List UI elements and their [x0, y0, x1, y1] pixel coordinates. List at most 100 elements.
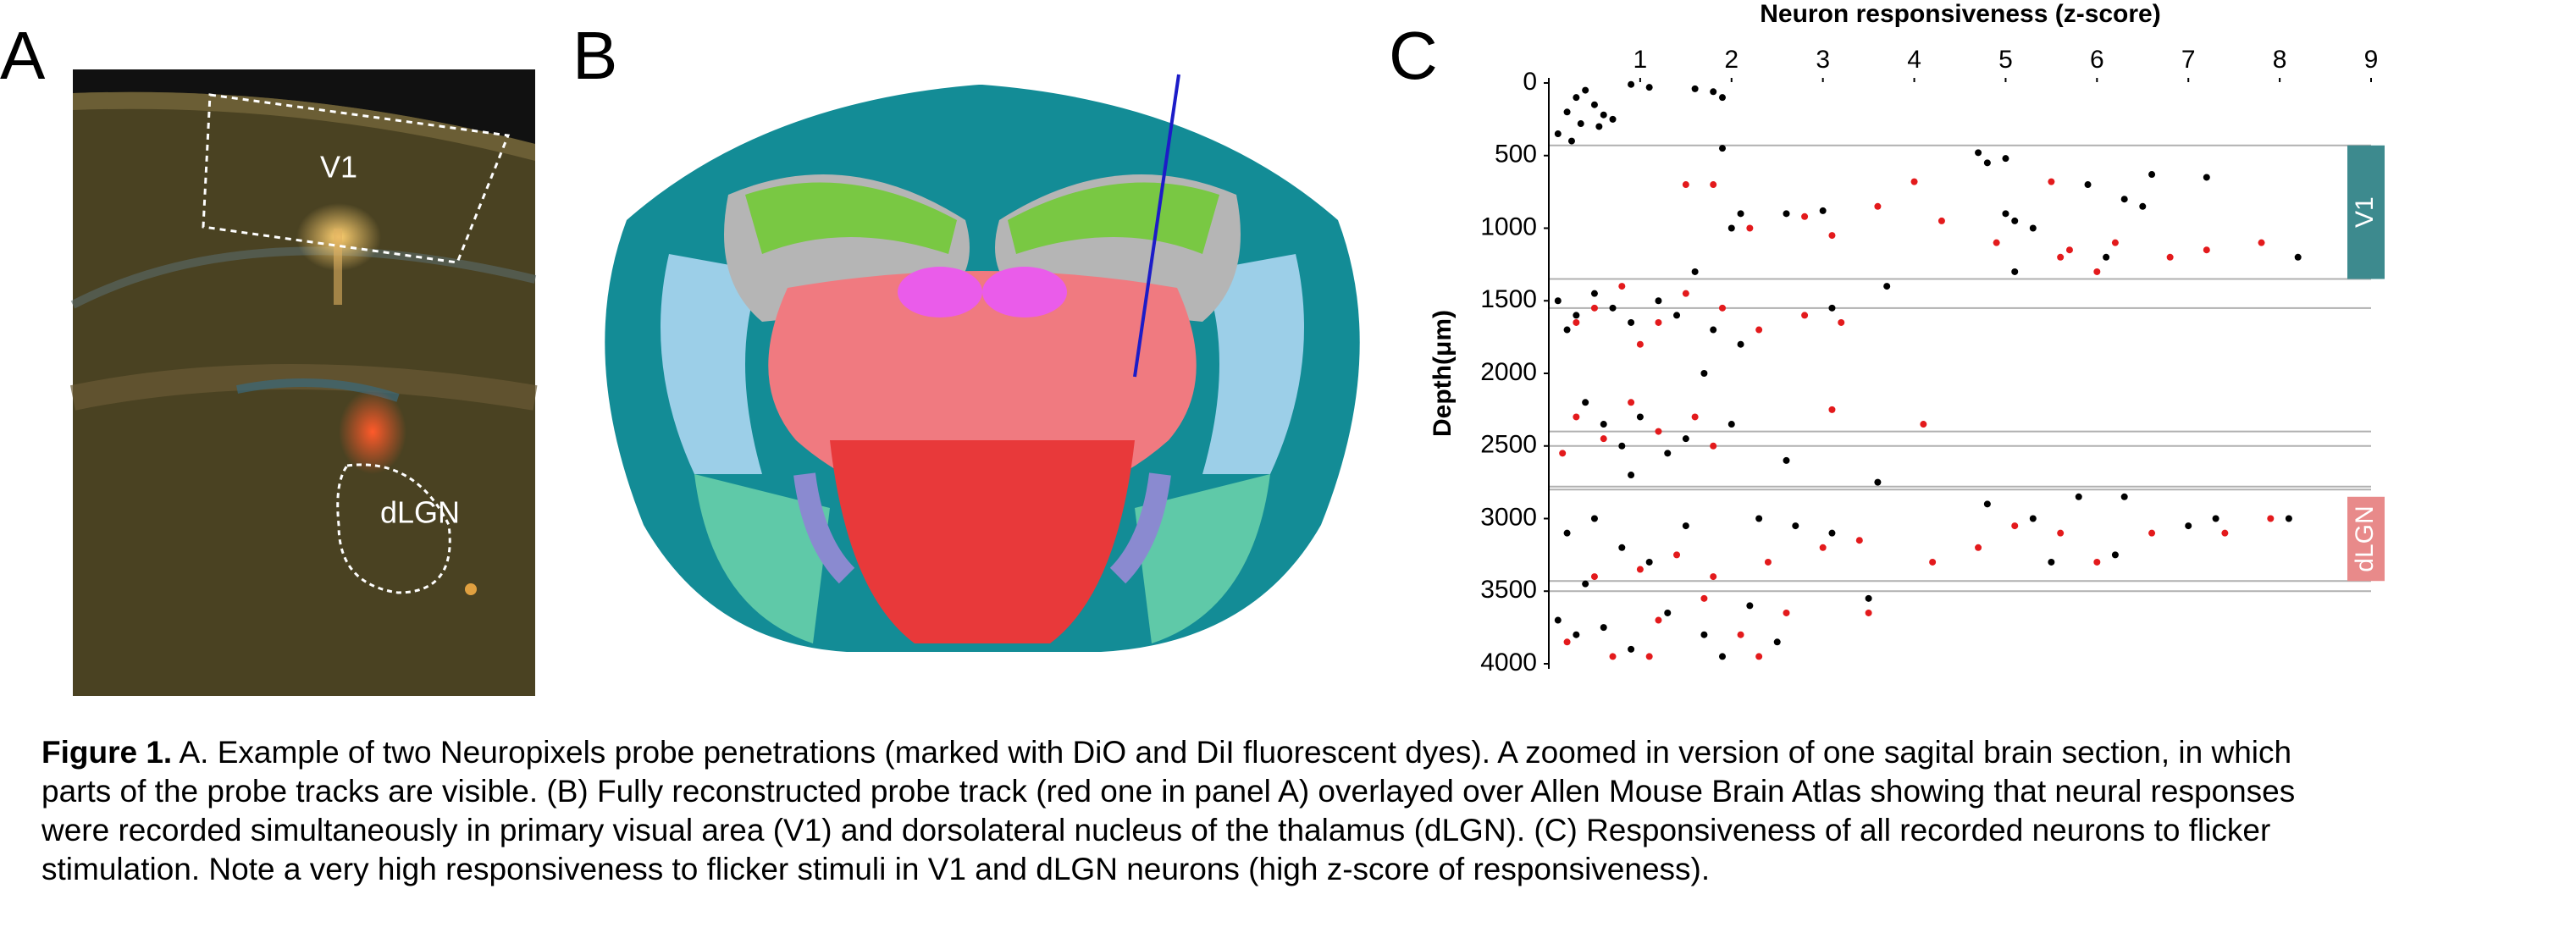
- data-point: [2084, 181, 2092, 189]
- data-point: [1655, 318, 1662, 326]
- data-point: [1573, 631, 1580, 638]
- data-point: [1718, 145, 1726, 152]
- x-tick-label: 2: [1724, 46, 1739, 74]
- data-point: [1573, 318, 1580, 326]
- data-point: [1718, 94, 1726, 102]
- data-point: [1764, 558, 1772, 566]
- data-point: [1645, 84, 1653, 91]
- region-box: [2347, 145, 2385, 279]
- data-point: [1801, 213, 1809, 220]
- y-tick-label: 1000: [1480, 213, 1537, 240]
- data-point: [1983, 500, 1991, 508]
- y-tick-label: 4000: [1480, 649, 1537, 676]
- x-tick-label: 7: [2181, 46, 2196, 74]
- data-point: [1673, 551, 1681, 559]
- data-point: [1645, 653, 1653, 660]
- data-point: [2002, 210, 2009, 218]
- data-point: [1801, 312, 1809, 319]
- y-axis-title: Depth(μm): [1429, 310, 1457, 437]
- data-point: [2057, 253, 2065, 261]
- data-point: [1710, 181, 1717, 189]
- data-point: [1993, 239, 2000, 246]
- data-point: [2203, 246, 2210, 254]
- data-point: [1682, 181, 1689, 189]
- panels: A B C V1 dLGN: [0, 18, 1438, 696]
- data-point: [2065, 246, 2073, 254]
- x-tick-label: 9: [2364, 46, 2379, 74]
- y-tick-label: 0: [1523, 68, 1537, 96]
- data-point: [1563, 326, 1571, 334]
- data-point: [2048, 178, 2055, 185]
- data-point: [1737, 340, 1744, 348]
- data-point: [1582, 580, 1589, 588]
- x-tick-label: 1: [1633, 46, 1648, 74]
- data-point: [1673, 312, 1681, 319]
- data-point: [1691, 268, 1699, 275]
- panel-label: A: [0, 18, 46, 93]
- data-point: [1600, 421, 1607, 428]
- data-point: [1755, 653, 1763, 660]
- data-point: [1737, 631, 1744, 638]
- data-point: [1755, 515, 1763, 522]
- data-point: [1590, 304, 1598, 312]
- y-tick-label: 3500: [1480, 576, 1537, 604]
- data-point: [2185, 522, 2192, 530]
- data-point: [1983, 159, 1991, 167]
- data-point: [1600, 111, 1607, 119]
- panel-a-image: V1 dLGN: [69, 69, 538, 696]
- data-point: [1573, 413, 1580, 421]
- data-point: [2075, 493, 2082, 500]
- data-point: [1628, 318, 1635, 326]
- x-tick-label: 6: [2090, 46, 2104, 74]
- panel-b-atlas: [605, 74, 1360, 652]
- data-point: [1609, 653, 1617, 660]
- y-tick-label: 500: [1495, 141, 1537, 168]
- data-point: [1636, 413, 1644, 421]
- data-point: [1628, 80, 1635, 88]
- data-point: [1600, 624, 1607, 632]
- data-point: [1700, 631, 1708, 638]
- data-point: [2148, 171, 2156, 179]
- data-point: [1819, 544, 1827, 551]
- data-point: [2011, 522, 2019, 530]
- data-point: [1783, 609, 1790, 616]
- x-tick-label: 3: [1816, 46, 1830, 74]
- panel-label: B: [572, 18, 617, 93]
- data-point: [1783, 456, 1790, 464]
- data-point: [1710, 326, 1717, 334]
- data-point: [2120, 196, 2128, 203]
- data-point: [1710, 573, 1717, 581]
- panel-label: C: [1389, 18, 1438, 93]
- region-label: dLGN: [2351, 505, 2379, 571]
- data-point: [1710, 442, 1717, 450]
- data-point: [1582, 399, 1589, 406]
- data-point: [1628, 472, 1635, 479]
- data-point: [2057, 529, 2065, 537]
- data-point: [1865, 609, 1872, 616]
- data-point: [1727, 421, 1735, 428]
- x-axis-title: Neuron responsiveness (z-score): [1760, 0, 2160, 28]
- data-point: [1828, 232, 1836, 240]
- data-point: [1938, 217, 1945, 224]
- data-point: [1655, 428, 1662, 435]
- data-point: [1792, 522, 1799, 530]
- data-point: [1910, 178, 1918, 185]
- x-tick-label: 4: [1907, 46, 1921, 74]
- data-point: [1828, 304, 1836, 312]
- region-label: dLGN: [380, 495, 460, 530]
- caption-label: Figure 1.: [41, 735, 173, 770]
- data-point: [1618, 442, 1626, 450]
- data-point: [2111, 551, 2119, 559]
- data-point: [1929, 558, 1937, 566]
- data-point: [1691, 413, 1699, 421]
- data-point: [1590, 101, 1598, 108]
- data-point: [1636, 340, 1644, 348]
- data-point: [1595, 123, 1603, 130]
- data-point: [1609, 304, 1617, 312]
- data-point: [1609, 115, 1617, 123]
- data-point: [1920, 421, 1927, 428]
- data-point: [2011, 217, 2019, 224]
- data-point: [1855, 537, 1863, 544]
- data-point: [1682, 290, 1689, 297]
- data-point: [2148, 529, 2156, 537]
